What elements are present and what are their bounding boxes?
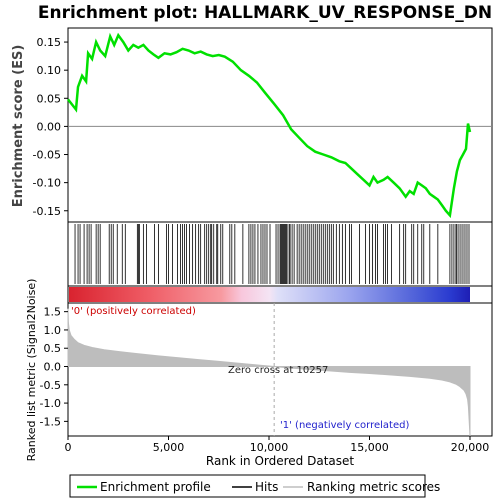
- es-y-tick-label: 0.10: [37, 64, 62, 77]
- positive-correlation-label: '0' (positively correlated): [71, 306, 196, 317]
- zero-cross-label: Zero cross at 10257: [228, 365, 328, 376]
- legend-frame: [69, 474, 426, 498]
- hit-marks: [74, 224, 470, 284]
- color-bar-gradient: [69, 287, 470, 302]
- metric-y-tick-label: -0.5: [40, 379, 61, 392]
- metric-y-tick-label: -1.5: [40, 415, 61, 428]
- metric-y-tick-label: 1.5: [44, 306, 62, 319]
- es-y-tick-label: -0.15: [33, 205, 61, 218]
- negative-correlation-label: '1' (negatively correlated): [280, 420, 409, 431]
- x-tick-label: 20,000: [451, 441, 490, 454]
- metric-y-tick-label: 0.5: [44, 342, 62, 355]
- es-y-tick-label: 0.00: [37, 120, 62, 133]
- enrichment-profile-line: [67, 32, 472, 219]
- es-y-tick-label: 0.15: [37, 36, 62, 49]
- metric-panel: 1.5 1.0 0.5 0.0 -0.5 -1.0 -1.5 0 5,000 10,000 15,…: [25, 279, 493, 468]
- x-tick-label: 10,000: [250, 441, 289, 454]
- x-tick-label: 5,000: [153, 441, 185, 454]
- metric-y-tick-label: 0.0: [44, 361, 62, 374]
- metric-x-ticks: 0 5,000 10,000 15,000 20,000: [65, 436, 490, 454]
- x-tick-label: 15,000: [350, 441, 389, 454]
- metric-y-tick-label: -1.0: [40, 397, 61, 410]
- legend-label-enrichment: Enrichment profile: [100, 480, 211, 494]
- x-tick-label: 0: [65, 441, 72, 454]
- es-y-tick-label: -0.05: [33, 149, 61, 162]
- metric-y-axis-label: Ranked list metric (Signal2Noise): [25, 279, 38, 462]
- es-y-tick-label: -0.10: [33, 177, 61, 190]
- chart-title: Enrichment plot: HALLMARK_UV_RESPONSE_DN: [38, 3, 492, 23]
- es-y-axis-label: Enrichment score (ES): [11, 45, 26, 208]
- legend-label-metric: Ranking metric scores: [307, 480, 440, 494]
- ranking-metric-area: [67, 308, 471, 437]
- es-panel: 0.15 0.10 0.05 0.00 -0.05 -0.10 -0.15 Enrichme…: [11, 27, 493, 223]
- metric-y-ticks: 1.5 1.0 0.5 0.0 -0.5 -1.0 -1.5: [40, 306, 68, 428]
- hits-panel: [67, 221, 493, 287]
- rank-color-bar: [67, 285, 493, 304]
- es-y-ticks: 0.15 0.10 0.05 0.00 -0.05 -0.10 -0.15: [33, 36, 68, 218]
- metric-y-tick-label: 1.0: [44, 324, 62, 337]
- x-axis-label: Rank in Ordered Dataset: [206, 454, 354, 468]
- es-y-tick-label: 0.05: [37, 92, 62, 105]
- legend: Enrichment profile Hits Ranking metric s…: [69, 474, 440, 498]
- legend-label-hits: Hits: [255, 480, 278, 494]
- es-panel-frame: [67, 27, 493, 223]
